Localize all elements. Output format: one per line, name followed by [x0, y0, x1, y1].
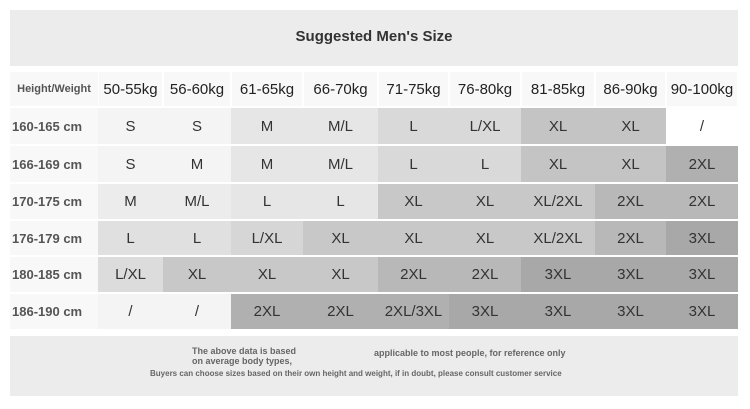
size-cell: L	[378, 146, 449, 182]
size-cell: XL	[303, 221, 378, 255]
size-cell: L	[231, 184, 303, 219]
size-cell: XL/2XL	[521, 221, 595, 255]
size-cell: XL	[303, 257, 378, 292]
size-cell: /	[666, 108, 738, 144]
size-cell: 2XL	[378, 257, 449, 292]
size-cell: S	[98, 108, 163, 144]
size-cell: L/XL	[449, 108, 521, 144]
column-header: 90-100kg	[667, 72, 737, 106]
size-cell: 3XL	[449, 294, 521, 329]
size-cell: S	[163, 108, 231, 144]
size-cell: 2XL	[231, 294, 303, 329]
size-cell: 3XL	[666, 221, 738, 255]
size-cell: L/XL	[98, 257, 163, 292]
size-cell: S	[98, 146, 163, 182]
size-cell: /	[163, 294, 231, 329]
size-cell: 3XL	[595, 294, 666, 329]
row-header: 186-190 cm	[10, 294, 98, 329]
column-header: 76-80kg	[450, 72, 520, 106]
size-cell: 2XL	[595, 184, 666, 219]
footer-band	[10, 336, 738, 396]
size-cell: M	[98, 184, 163, 219]
row-header: 176-179 cm	[10, 221, 98, 255]
size-cell: XL	[378, 184, 449, 219]
column-header: 86-90kg	[596, 72, 665, 106]
size-cell: XL	[449, 221, 521, 255]
size-cell: XL	[521, 146, 595, 182]
size-cell: 2XL	[595, 221, 666, 255]
size-cell: M/L	[303, 146, 378, 182]
size-cell: 3XL	[666, 257, 738, 292]
size-cell: 3XL	[666, 294, 738, 329]
size-cell: M	[163, 146, 231, 182]
note: The above data is based	[192, 346, 297, 356]
row-header: 160-165 cm	[10, 108, 98, 144]
title: Suggested Men's Size	[295, 28, 453, 45]
size-cell: 3XL	[521, 294, 595, 329]
column-header: 81-85kg	[522, 72, 594, 106]
size-cell: M	[231, 146, 303, 182]
title-band	[10, 10, 738, 66]
row-header: 180-185 cm	[10, 257, 98, 292]
size-cell: XL	[595, 108, 666, 144]
size-cell: L	[303, 184, 378, 219]
size-cell: XL	[378, 221, 449, 255]
size-cell: XL	[231, 257, 303, 292]
corner-header: Height/Weight	[10, 72, 98, 106]
row-header: 170-175 cm	[10, 184, 98, 219]
size-cell: L	[449, 146, 521, 182]
size-cell: M/L	[163, 184, 231, 219]
size-cell: 2XL	[666, 146, 738, 182]
column-header: 56-60kg	[164, 72, 230, 106]
size-cell: XL	[163, 257, 231, 292]
size-cell: L	[98, 221, 163, 255]
size-cell: 2XL/3XL	[378, 294, 449, 329]
size-cell: 3XL	[521, 257, 595, 292]
size-cell: XL	[595, 146, 666, 182]
note: Buyers can choose sizes based on their o…	[150, 369, 562, 378]
size-cell: M	[231, 108, 303, 144]
column-header: 71-75kg	[379, 72, 448, 106]
size-cell: 2XL	[666, 184, 738, 219]
size-cell: XL/2XL	[521, 184, 595, 219]
size-cell: 2XL	[303, 294, 378, 329]
note: applicable to most people, for reference…	[374, 348, 566, 358]
size-cell: XL	[449, 184, 521, 219]
note: on average body types,	[192, 356, 293, 366]
size-cell: XL	[521, 108, 595, 144]
size-cell: 2XL	[449, 257, 521, 292]
size-cell: 3XL	[595, 257, 666, 292]
size-cell: M/L	[303, 108, 378, 144]
size-cell: L/XL	[231, 221, 303, 255]
row-header: 166-169 cm	[10, 146, 98, 182]
column-header: 50-55kg	[99, 72, 162, 106]
column-header: 61-65kg	[232, 72, 302, 106]
size-cell: L	[378, 108, 449, 144]
size-cell: /	[98, 294, 163, 329]
size-cell: L	[163, 221, 231, 255]
column-header: 66-70kg	[304, 72, 377, 106]
